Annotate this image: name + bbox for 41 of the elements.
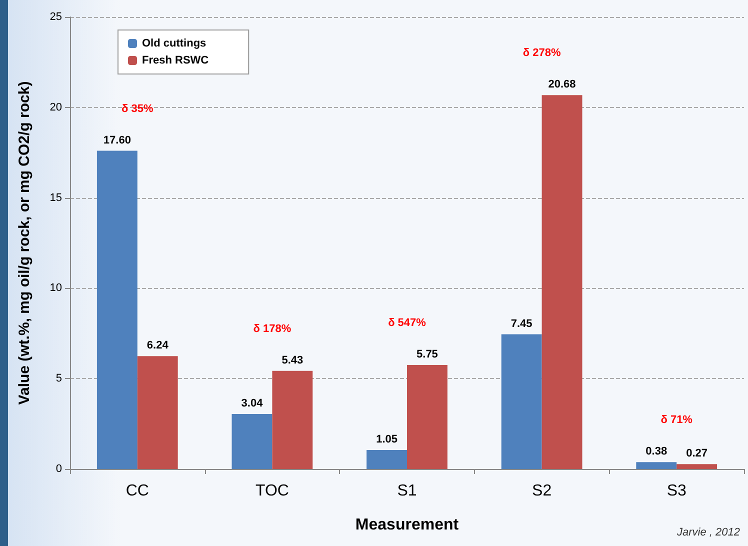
bar xyxy=(407,365,448,469)
legend-label: Fresh RSWC xyxy=(142,54,209,66)
y-tick-label: 15 xyxy=(50,192,62,204)
y-tick-label: 10 xyxy=(50,282,62,294)
y-tick-label: 25 xyxy=(50,11,62,23)
bar xyxy=(636,462,677,469)
legend-label: Old cuttings xyxy=(142,38,206,50)
data-label: 5.43 xyxy=(282,354,304,366)
x-tick-label: S2 xyxy=(532,482,552,500)
data-label: 17.60 xyxy=(103,134,131,146)
bar xyxy=(96,150,138,469)
y-tick-label: 0 xyxy=(56,463,62,475)
data-label: 1.05 xyxy=(376,434,398,446)
x-tick-label: TOC xyxy=(255,482,289,500)
y-tick-label: 5 xyxy=(56,372,62,385)
annotation: δ 278% xyxy=(522,47,561,60)
data-label: 7.45 xyxy=(510,318,532,330)
bar xyxy=(272,370,313,469)
data-label: 0.38 xyxy=(646,446,668,458)
data-label: 20.68 xyxy=(548,78,576,91)
y-axis-title: Value (wt.%, mg oil/g rock, or mg CO2/g rock) xyxy=(16,81,33,405)
bar xyxy=(137,356,178,469)
bar xyxy=(232,414,272,469)
data-label: 0.27 xyxy=(686,448,708,460)
bar xyxy=(366,450,407,469)
data-label: 6.24 xyxy=(146,340,170,352)
annotation: δ 35% xyxy=(122,102,154,115)
x-tick-label: CC xyxy=(126,482,149,500)
x-axis-title: Measurement xyxy=(355,516,460,534)
data-label: 3.04 xyxy=(241,398,264,410)
bar xyxy=(676,464,718,469)
annotation: δ 71% xyxy=(660,414,693,426)
bar xyxy=(501,334,542,469)
text: Jarvie , 2012 xyxy=(676,526,740,538)
annotation: δ 178% xyxy=(253,322,292,335)
x-tick-label: S3 xyxy=(666,482,686,500)
bar xyxy=(542,95,582,469)
data-label: 5.75 xyxy=(416,348,438,361)
x-tick-label: S1 xyxy=(397,482,417,500)
annotation: δ 547% xyxy=(388,317,426,330)
y-tick-label: 20 xyxy=(50,101,62,114)
